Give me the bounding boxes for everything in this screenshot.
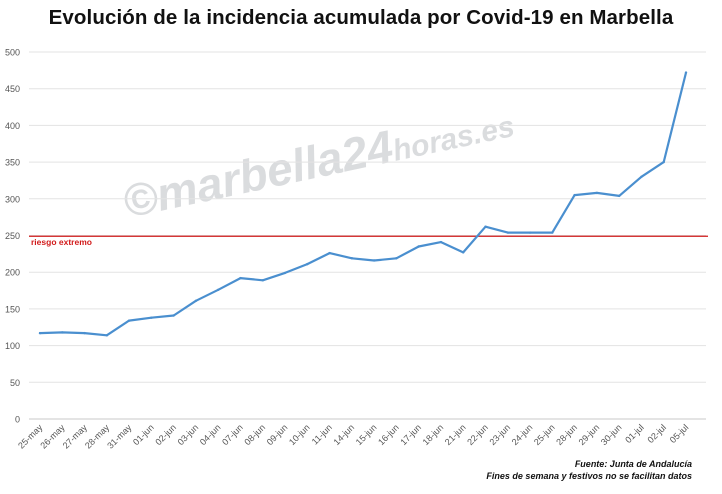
threshold: riesgo extremo — [29, 235, 708, 247]
y-tick-label: 100 — [5, 341, 20, 351]
y-tick-label: 200 — [5, 268, 20, 278]
data-point — [217, 288, 220, 292]
x-tick-label: 03-jun — [176, 422, 201, 447]
x-tick-label: 16-jun — [376, 422, 401, 447]
chart-title: Evolución de la incidencia acumulada por… — [48, 6, 674, 29]
series — [38, 71, 688, 337]
threshold-label: riesgo extremo — [31, 237, 92, 247]
data-point — [194, 299, 198, 303]
x-tick-label: 02-jun — [153, 422, 178, 447]
data-point — [484, 225, 487, 228]
data-point — [684, 71, 688, 74]
x-tick-label: 25-jun — [532, 422, 557, 447]
data-point — [372, 259, 376, 262]
y-axis-ticks: 0 50 100 150 200 250 300 350 400 450 500 — [5, 48, 20, 425]
x-tick-label: 15-jun — [354, 422, 379, 447]
data-point — [395, 257, 398, 260]
y-tick-label: 50 — [10, 378, 20, 388]
data-point — [350, 257, 354, 260]
series-line — [38, 71, 688, 337]
x-tick-label: 23-jun — [487, 422, 512, 447]
x-tick-label: 28-jun — [554, 422, 579, 447]
y-tick-label: 400 — [5, 121, 20, 131]
x-tick-label: 08-jun — [242, 422, 267, 447]
data-point — [551, 231, 554, 234]
source-line-1: Fuente: Junta de Andalucía — [574, 459, 692, 469]
y-tick-label: 300 — [5, 194, 20, 204]
data-point — [283, 271, 287, 275]
x-tick-label: 21-jun — [443, 422, 468, 447]
data-point — [38, 331, 42, 335]
x-tick-label: 31-may — [105, 422, 134, 451]
grid-lines — [29, 51, 706, 420]
data-point — [306, 262, 309, 266]
x-tick-label: 05-jul — [668, 422, 691, 445]
y-tick-label: 350 — [5, 158, 20, 168]
data-point — [462, 251, 465, 254]
data-point — [61, 331, 64, 334]
data-point — [261, 279, 264, 282]
y-tick-label: 500 — [5, 48, 20, 58]
x-tick-label: 22-jun — [465, 422, 490, 447]
data-point — [150, 316, 153, 319]
data-point — [439, 240, 443, 244]
y-tick-label: 0 — [15, 415, 20, 425]
data-point — [528, 231, 532, 234]
x-tick-label: 24-jun — [510, 422, 535, 447]
data-point — [640, 175, 643, 178]
x-tick-label: 18-jun — [421, 422, 446, 447]
x-axis-ticks: 25-may26-may27-may28-may31-may01-jun02-j… — [16, 422, 690, 451]
y-tick-label: 150 — [5, 304, 20, 314]
x-tick-label: 01-jul — [623, 422, 646, 445]
x-tick-label: 30-jun — [599, 422, 624, 447]
data-point — [617, 194, 621, 198]
data-point — [239, 276, 242, 280]
x-tick-label: 01-jun — [131, 422, 156, 447]
data-point — [172, 314, 175, 317]
data-point — [127, 319, 131, 322]
y-tick-label: 250 — [5, 231, 20, 241]
x-tick-label: 29-jun — [577, 422, 602, 447]
data-point — [83, 331, 86, 335]
data-point — [417, 245, 420, 248]
source-line-2: Fines de semana y festivos no se facilit… — [486, 470, 692, 481]
data-point — [662, 160, 665, 164]
x-tick-label: 09-jun — [265, 422, 290, 447]
x-tick-label: 11-jun — [310, 422, 334, 446]
data-point — [506, 231, 509, 234]
x-tick-label: 10-jun — [287, 422, 312, 447]
x-tick-label: 17-jun — [398, 422, 423, 447]
data-point — [573, 193, 576, 197]
data-point — [328, 251, 331, 255]
data-point — [105, 334, 109, 337]
x-tick-label: 07-jun — [220, 422, 245, 447]
y-tick-label: 450 — [5, 84, 20, 94]
x-tick-label: 02-jul — [645, 422, 668, 445]
x-tick-label: 14-jun — [332, 422, 357, 447]
source-note: Fuente: Junta de Andalucía Fines de sema… — [486, 459, 692, 482]
x-tick-label: 04-jun — [198, 422, 223, 447]
data-point — [595, 191, 599, 195]
